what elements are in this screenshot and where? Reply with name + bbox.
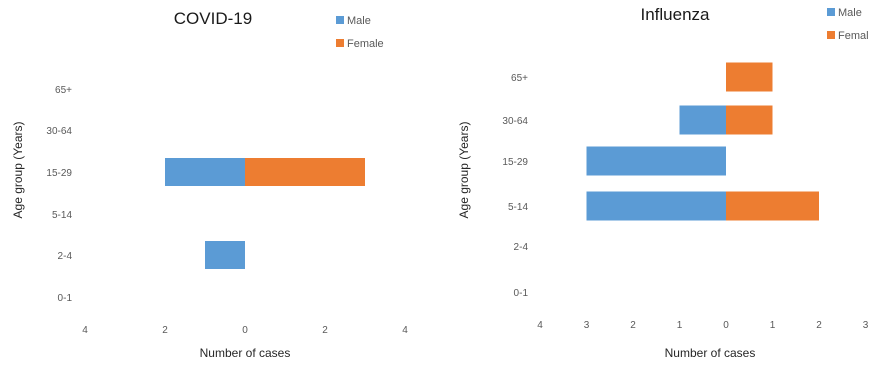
chart2-y-tick-label: 0-1 bbox=[514, 288, 529, 299]
chart1-x-tick-label: 4 bbox=[82, 325, 88, 336]
chart2-x-tick-label: 0 bbox=[723, 320, 729, 331]
chart2-x-tick-label: 2 bbox=[816, 320, 822, 331]
chart2-x-tick-label: 1 bbox=[677, 320, 683, 331]
chart2-x-axis-label: Number of cases bbox=[665, 346, 756, 360]
chart2-y-tick-label: 5-14 bbox=[508, 202, 528, 213]
chart2-x-tick-label: 3 bbox=[863, 320, 869, 331]
chart2-bar-female-5-14 bbox=[726, 191, 819, 221]
chart1-y-tick-label: 2-4 bbox=[58, 251, 73, 262]
chart2-bar-male-15-29 bbox=[586, 146, 726, 176]
chart1-y-tick-label: 15-29 bbox=[46, 168, 72, 179]
chart1-y-axis-label: Age group (Years) bbox=[11, 122, 25, 219]
chart2-x-tick-label: 4 bbox=[537, 320, 543, 331]
chart2-legend-swatch-male bbox=[827, 8, 835, 16]
chart1-bar-male-15-29 bbox=[165, 158, 245, 186]
chart2-legend-swatch-female bbox=[827, 31, 835, 39]
chart1-y-tick-label: 0-1 bbox=[58, 293, 73, 304]
chart1-x-tick-label: 0 bbox=[242, 325, 248, 336]
chart1-x-tick-label: 4 bbox=[402, 325, 408, 336]
chart1-x-axis-label: Number of cases bbox=[200, 346, 291, 360]
chart2-x-tick-label: 3 bbox=[584, 320, 590, 331]
chart2-y-tick-label: 2-4 bbox=[514, 242, 529, 253]
chart1-bar-female-15-29 bbox=[245, 158, 365, 186]
chart2-y-axis-label: Age group (Years) bbox=[457, 122, 471, 219]
chart2-legend-label-male: Male bbox=[838, 7, 862, 19]
chart2-y-tick-label: 65+ bbox=[511, 73, 528, 84]
chart2-x-tick-label: 1 bbox=[770, 320, 776, 331]
chart1-y-tick-label: 65+ bbox=[55, 85, 72, 96]
chart2-bar-male-5-14 bbox=[586, 191, 726, 221]
chart2-y-tick-label: 30-64 bbox=[502, 116, 528, 127]
chart2-bar-female-65+ bbox=[726, 62, 773, 92]
chart1-legend-swatch-male bbox=[336, 16, 344, 24]
chart1-legend-label-male: Male bbox=[347, 15, 371, 27]
chart2-legend-label-female: Femal bbox=[838, 30, 869, 42]
chart2-x-tick-label: 2 bbox=[630, 320, 636, 331]
chart1-x-tick-label: 2 bbox=[322, 325, 328, 336]
chart2-bar-female-30-64 bbox=[726, 105, 773, 135]
chart1-title: COVID-19 bbox=[174, 9, 252, 28]
chart1-y-tick-label: 5-14 bbox=[52, 210, 72, 221]
chart1-x-tick-label: 2 bbox=[162, 325, 168, 336]
chart1-legend-label-female: Female bbox=[347, 38, 384, 50]
chart2-bar-male-30-64 bbox=[679, 105, 726, 135]
chart1-legend-swatch-female bbox=[336, 39, 344, 47]
chart1-bar-male-2-4 bbox=[205, 241, 245, 269]
chart2-y-tick-label: 15-29 bbox=[502, 157, 528, 168]
chart2-title: Influenza bbox=[641, 5, 711, 24]
chart1-y-tick-label: 30-64 bbox=[46, 126, 72, 137]
